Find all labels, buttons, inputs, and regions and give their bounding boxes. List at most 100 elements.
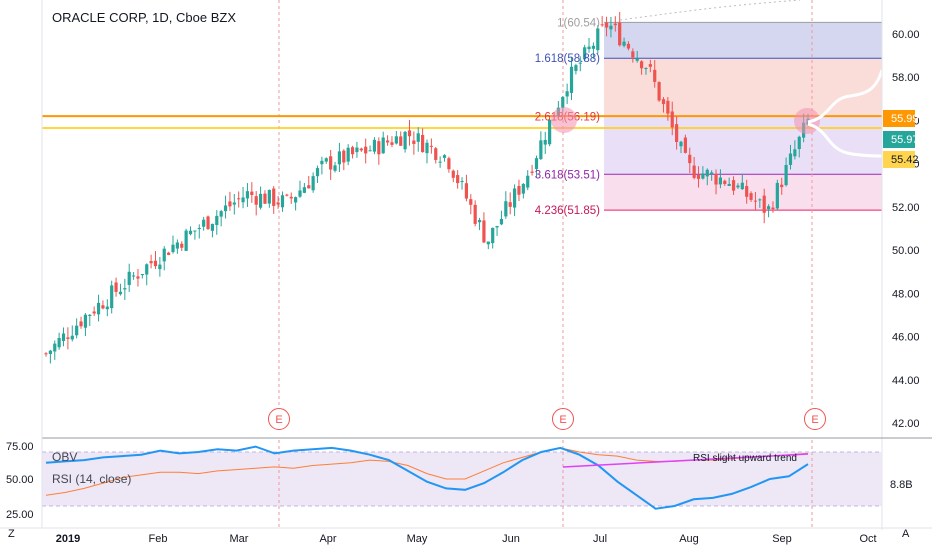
candle-body [766,206,771,210]
rsi-tick: 75.00 [6,441,34,453]
candle-body [202,219,206,227]
candle-body [298,190,302,197]
candle-body [355,147,359,153]
candle-body [258,193,263,208]
candle-body [337,151,342,165]
candle-body [521,184,525,194]
candle-body [75,325,79,336]
candle-body [486,241,490,245]
candle-body [464,183,469,199]
fib-band [604,22,882,59]
price-tick: 48.00 [892,288,920,300]
candle-body [456,175,460,184]
candle-body [197,227,201,229]
candle-body [245,191,250,199]
candle-body [61,333,66,341]
candle-body [434,148,438,160]
fib-label: 1(60.54) [557,17,600,29]
candle-body [758,199,762,201]
candle-body [158,264,162,270]
fib-label: 3.618(53.51) [535,169,600,181]
auto-scale-button[interactable]: A [902,528,910,540]
candle-body [622,41,626,46]
candle-body [775,182,779,209]
candle-body [289,196,293,199]
candle-body [70,335,74,340]
candle-body [372,139,377,152]
candle-body [609,25,613,30]
time-tick: Oct [859,533,876,545]
candle-body [294,197,298,203]
candle-body [578,62,582,64]
price-axis[interactable]: 60.0058.0056.0054.0052.0050.0048.0046.00… [892,29,920,430]
highlight-circle-1 [551,107,577,133]
candle-body [272,188,276,206]
candle-body [635,58,639,61]
candle-body [618,22,622,46]
chart-title: ORACLE CORP, 1D, Cboe BZX [52,10,236,25]
rsi-label: RSI (14, close) [52,472,131,486]
time-tick: 2019 [56,533,80,545]
candle-body [390,142,394,145]
candle-body [451,170,455,178]
candle-body [263,193,267,204]
earnings-marker[interactable]: E [552,408,574,430]
earnings-marker[interactable]: E [268,408,290,430]
rsi-trendline [562,453,809,468]
candle-body [526,175,530,188]
candle-body [596,28,600,51]
candle-body [232,202,236,205]
candle-body [350,147,355,155]
candle-body [110,285,114,309]
candle-body [44,353,48,355]
candle-body [508,202,512,207]
fibonacci-zone [604,21,882,211]
time-axis[interactable]: 2019 Feb Mar Apr May Jun Jul Aug Sep Oct [56,533,877,545]
candle-body [701,173,705,179]
candle-body [421,134,425,153]
candle-body [180,243,184,248]
candle-body [101,305,105,309]
badge-lower: 55.42 [883,151,919,168]
candle-body [48,350,52,354]
candle-body [237,198,241,200]
candle-body [364,146,368,154]
time-tick: Jul [593,533,607,545]
candle-body [797,136,801,150]
candle-body [591,45,596,49]
candle-body [670,111,674,128]
candle-body [215,215,219,225]
candle-body [359,148,363,151]
candle-body [188,230,193,235]
candle-body [407,130,412,137]
candle-body [53,343,57,352]
candle-body [267,189,271,204]
candle-body [793,149,797,157]
candle-body [175,242,179,249]
time-tick: May [407,533,428,545]
candle-body [569,66,574,93]
candle-body [762,195,766,213]
candle-body [280,195,285,208]
candle-body [285,194,289,196]
earnings-marker[interactable]: E [804,408,826,430]
candle-body [254,196,258,205]
candle-body [377,141,381,155]
log-scale-button[interactable]: Z [8,528,15,540]
earnings-marker-label: E [811,414,818,426]
candle-body [788,153,793,165]
candle-body [714,174,718,185]
fib-band [604,116,882,175]
candle-body [727,183,731,186]
price-tick: 44.00 [892,375,920,387]
candle-body [626,43,631,49]
candle-body [342,150,346,163]
candle-body [771,207,775,210]
candle-body [381,137,385,154]
candle-body [473,204,477,224]
candle-body [666,100,670,114]
price-tick: 60.00 [892,29,920,41]
candle-body [250,191,254,196]
candle-body [368,150,372,152]
rsi-tick: 25.00 [6,509,34,521]
